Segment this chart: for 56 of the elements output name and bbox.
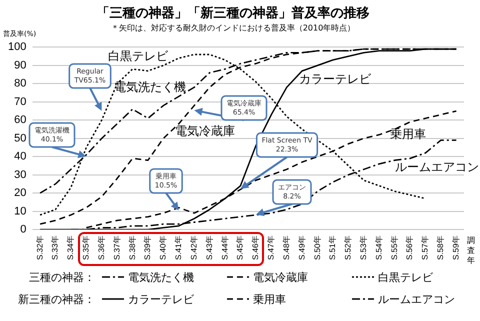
x-tick-label: S.38年 <box>128 236 137 260</box>
y-tick-label: 40 <box>14 150 26 163</box>
x-tick-label: S.44年 <box>220 236 230 260</box>
x-tick-label: S.33年 <box>50 236 60 260</box>
x-tick-label: S.45年 <box>236 236 245 260</box>
x-tick-label: S.51年 <box>328 236 338 260</box>
x-tick-label: S.42年 <box>189 236 198 260</box>
x-tick-label: S.36年 <box>96 236 106 260</box>
x-tick-label: S.55年 <box>390 236 399 260</box>
x-tick-label: S.47年 <box>266 236 276 260</box>
y-tick-label: 60 <box>14 114 26 126</box>
text: 新三種の神器： <box>17 292 96 306</box>
text: 電気洗たく機 <box>114 80 186 94</box>
x-tick-label: S.39年 <box>143 236 152 260</box>
x-tick-label: S.58年 <box>436 236 446 260</box>
y-tick-label: 90 <box>14 59 26 72</box>
y-tick-label: 80 <box>14 78 26 90</box>
x-tick-label: S.54年 <box>374 236 384 260</box>
y-tick-label: 100 <box>8 41 26 54</box>
text: 電気冷蔵庫 <box>175 124 235 138</box>
x-axis-title: 調査年 <box>467 236 476 266</box>
x-tick-label: S.53年 <box>359 236 368 260</box>
x-tick-label: S.52年 <box>344 236 353 260</box>
x-tick-label: S.37年 <box>112 236 122 260</box>
chart-title: 「三種の神器」「新三種の神器」普及率の推移 <box>96 5 370 22</box>
y-tick-label: 70 <box>14 96 26 108</box>
text: 乗用車 <box>390 127 426 142</box>
y-tick-label: 20 <box>14 187 26 200</box>
y-tick-label: 50 <box>14 132 26 144</box>
text: 白黒テレビ <box>108 49 168 64</box>
legend-label: 電気冷蔵庫 <box>253 270 308 284</box>
x-tick-label: S.40年 <box>158 236 168 260</box>
x-tick-label: S.48年 <box>282 236 291 260</box>
x-tick-label: S.43年 <box>204 236 214 260</box>
y-tick-label: 10 <box>14 205 26 218</box>
x-tick-label: S.35年 <box>82 236 91 260</box>
legend-label: 乗用車 <box>253 292 286 306</box>
x-tick-label: S.32年 <box>35 236 44 260</box>
legend-label: 電気洗たく機 <box>128 270 194 284</box>
legend-label: カラーテレビ <box>128 292 194 306</box>
text: カラーテレビ <box>299 72 371 86</box>
x-tick-label: S.57年 <box>420 236 430 260</box>
x-tick-label: S.50年 <box>312 236 322 260</box>
chart-subtitle: ＊矢印は、対応する耐久財のインドにおける普及率（2010年時点） <box>110 23 356 32</box>
x-tick-label: S.56年 <box>405 236 414 260</box>
text: 三種の神器： <box>28 270 96 284</box>
text: ルームエアコン <box>395 160 479 174</box>
legend-label: 白黒テレビ <box>378 270 433 284</box>
x-tick-label: S.49年 <box>297 236 306 260</box>
x-tick-label: S.34年 <box>66 236 76 260</box>
x-tick-label: S.41年 <box>174 236 184 260</box>
x-tick-label: S.59年 <box>451 236 460 260</box>
legend-label: ルームエアコン <box>378 292 455 306</box>
x-tick-label: S.46年 <box>251 236 260 260</box>
y-tick-label: 0 <box>20 224 26 236</box>
y-tick-label: 30 <box>14 168 26 181</box>
